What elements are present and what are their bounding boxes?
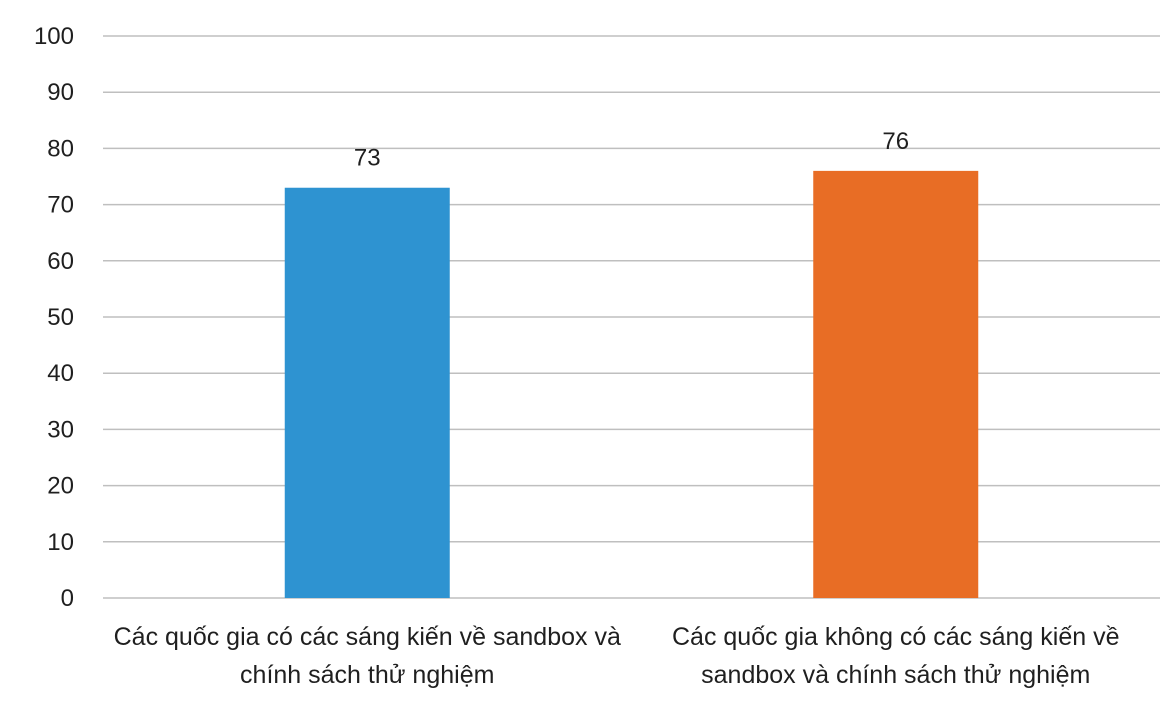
bars	[284, 170, 979, 599]
category-label: chính sách thử nghiệm	[240, 661, 494, 689]
data-label: 73	[354, 145, 381, 172]
y-tick-label: 70	[47, 192, 74, 219]
category-label: sandbox và chính sách thử nghiệm	[701, 661, 1090, 689]
y-tick-label: 50	[47, 304, 74, 331]
y-tick-label: 90	[47, 79, 74, 106]
y-tick-label: 20	[47, 473, 74, 500]
category-label: Các quốc gia không có các sáng kiến về	[672, 623, 1120, 651]
y-tick-label: 100	[34, 23, 74, 50]
data-label: 76	[882, 128, 909, 155]
bar	[813, 170, 979, 598]
bar	[284, 187, 450, 599]
category-labels: Các quốc gia có các sáng kiến về sandbox…	[114, 623, 1120, 689]
y-tick-label: 10	[47, 529, 74, 556]
y-tick-label: 80	[47, 135, 74, 162]
category-label: Các quốc gia có các sáng kiến về sandbox…	[114, 623, 621, 651]
data-labels: 73 76	[354, 128, 909, 172]
y-tick-label: 40	[47, 360, 74, 387]
y-tick-label: 60	[47, 248, 74, 275]
y-tick-label: 0	[61, 585, 74, 612]
y-axis-ticks: 0 10 20 30 40 50 60 70 80 90 100	[34, 23, 74, 612]
y-tick-label: 30	[47, 416, 74, 443]
gridlines	[103, 35, 1160, 599]
